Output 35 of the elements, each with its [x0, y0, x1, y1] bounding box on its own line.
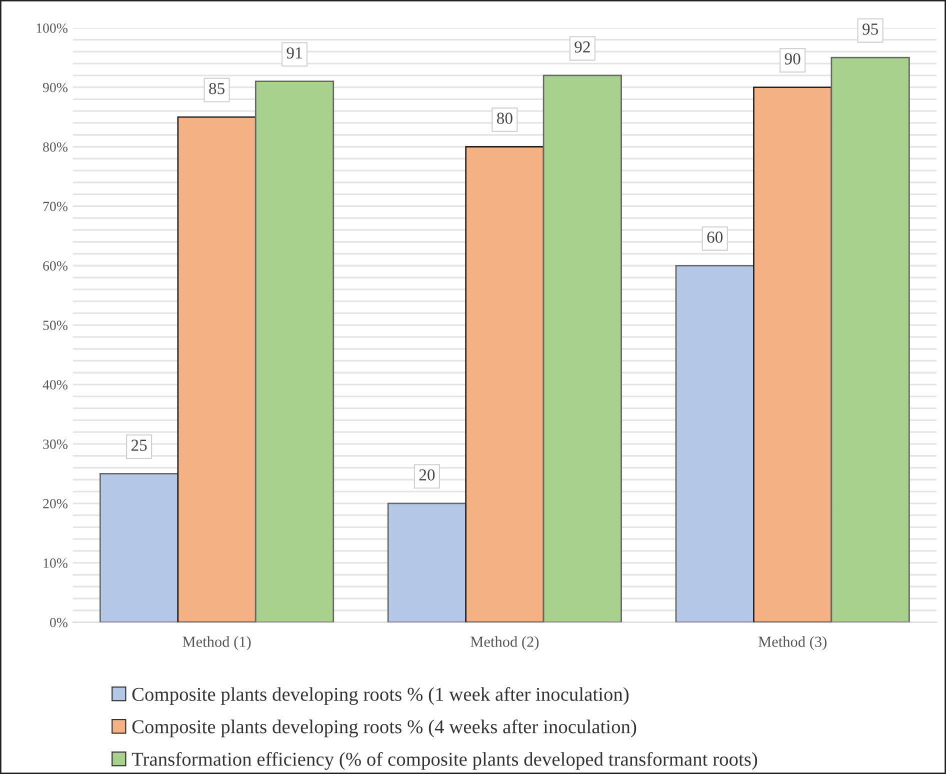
- data-label: 20: [419, 469, 435, 481]
- data-label: 25: [131, 440, 147, 451]
- y-tick-label: 50%: [43, 320, 68, 330]
- data-label: 85: [209, 82, 224, 94]
- legend-label: Composite plants developing roots % (4 weeks after inoculation): [132, 719, 636, 738]
- y-tick-label: 100%: [36, 23, 68, 33]
- y-tick-label: 0%: [50, 618, 68, 628]
- data-label: 91: [286, 47, 302, 59]
- bar: [753, 86, 832, 622]
- bar: [99, 472, 179, 622]
- bar: [675, 264, 754, 622]
- data-label: 60: [707, 232, 723, 243]
- y-tick-label: 70%: [43, 202, 68, 212]
- legend-label: Transformation efficiency (% of composite plants developed transformant roots): [132, 752, 758, 770]
- bar: [830, 56, 910, 622]
- bar: [254, 80, 334, 622]
- y-tick-label: 20%: [43, 498, 68, 508]
- x-tick-label: Method (2): [470, 636, 539, 650]
- bar: [542, 74, 622, 622]
- bar: [177, 116, 256, 622]
- y-tick-label: 40%: [42, 380, 68, 390]
- data-label: 90: [784, 53, 800, 64]
- data-label: 80: [496, 112, 512, 124]
- x-tick-label: Method (1): [182, 636, 251, 650]
- y-tick-label: 80%: [43, 142, 68, 152]
- x-tick-label: Method (3): [758, 636, 826, 650]
- bar: [465, 146, 544, 622]
- data-label: 95: [862, 24, 878, 35]
- legend-label: Composite plants developing roots % (1 week after inoculation): [132, 687, 629, 705]
- y-tick-label: 10%: [44, 558, 68, 568]
- y-tick-label: 90%: [42, 82, 68, 92]
- y-tick-label: 30%: [43, 440, 68, 449]
- data-label: 92: [574, 41, 590, 53]
- bar: [387, 502, 467, 622]
- y-tick-label: 60%: [43, 261, 68, 271]
